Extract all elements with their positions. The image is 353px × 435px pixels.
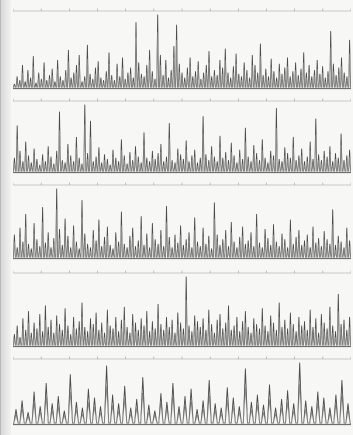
chromatogram-panel-1 bbox=[13, 6, 351, 94]
trace-line-series-2 bbox=[13, 299, 351, 347]
chromatogram-plot-2 bbox=[13, 98, 351, 174]
chromatogram-panel-5 bbox=[13, 354, 351, 430]
trace-line-series-1 bbox=[13, 14, 351, 89]
chromatogram-plot-3 bbox=[13, 182, 351, 260]
trace-line-series-2 bbox=[13, 384, 351, 425]
chromatogram-plot-5 bbox=[13, 356, 351, 426]
trace-line-series-1 bbox=[13, 104, 351, 173]
chromatogram-plot-4 bbox=[13, 270, 351, 348]
chromatogram-panel-3 bbox=[13, 180, 351, 264]
chromatogram-plot-1 bbox=[13, 8, 351, 90]
left-margin-strip bbox=[1, 0, 11, 435]
trace-line-series-2 bbox=[13, 209, 351, 259]
trace-line-series-1 bbox=[13, 188, 351, 259]
chromatogram-panel-2 bbox=[13, 96, 351, 178]
trace-line-series-1 bbox=[13, 276, 351, 347]
trace-line-series-2 bbox=[13, 32, 351, 89]
trace-line-series-2 bbox=[13, 124, 351, 173]
chromatogram-panel-4 bbox=[13, 268, 351, 352]
